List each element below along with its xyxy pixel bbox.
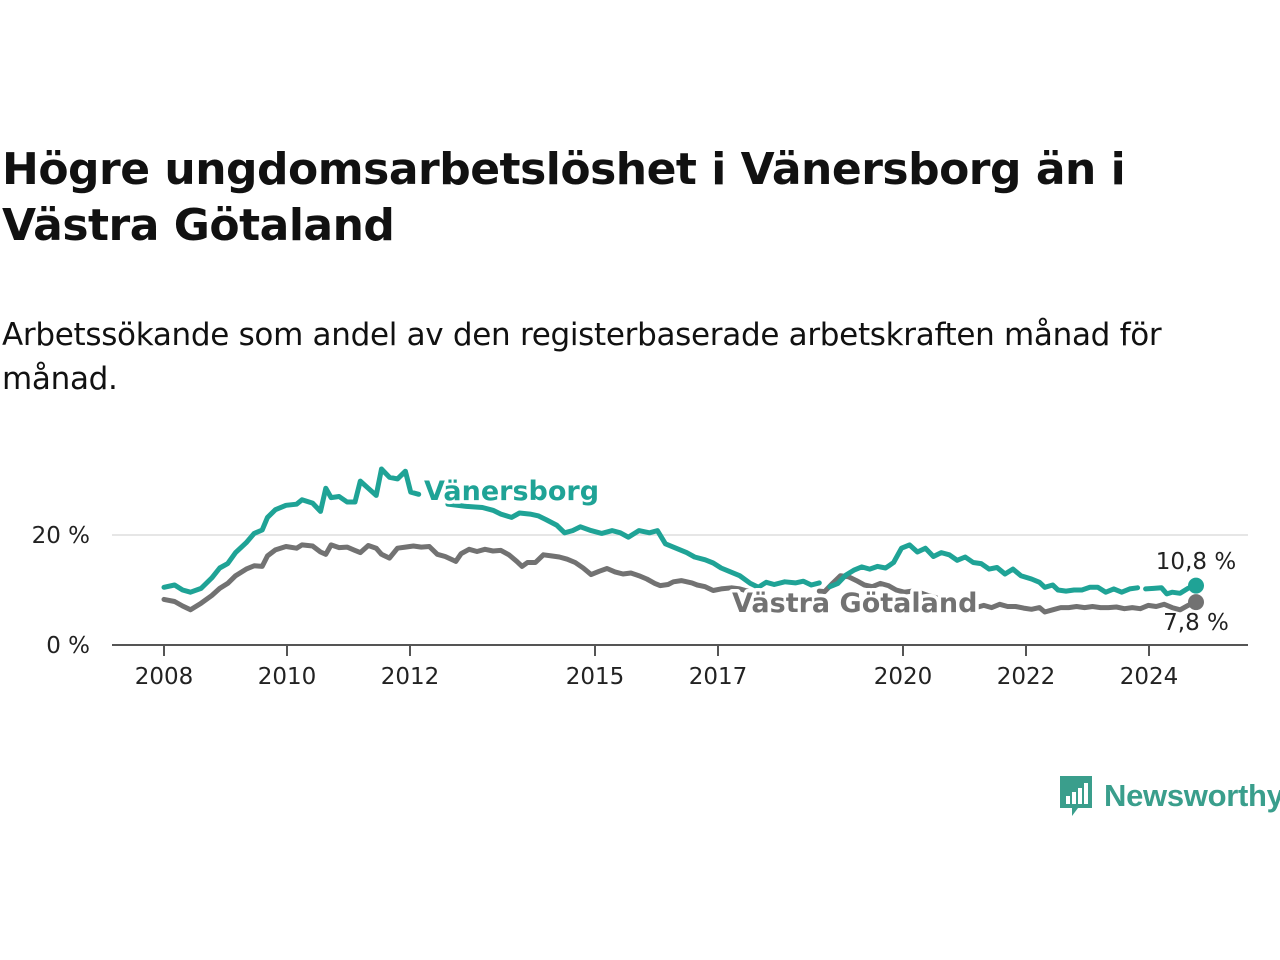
end-label-vanersborg: 10,8 % [1156, 549, 1236, 575]
x-tick-label: 2015 [566, 664, 625, 690]
x-tick-label: 2024 [1120, 664, 1179, 690]
y-tick-label: 20 % [32, 523, 90, 549]
series-label-vanersborg-halo: Vänersborg [424, 476, 599, 507]
series-line-vanersborg [827, 542, 1141, 595]
series-line-vastra-gotaland [161, 542, 756, 613]
x-tick-label: 2022 [997, 664, 1056, 690]
chart-subtitle: Arbetssökande som andel av den registerb… [2, 317, 1162, 397]
end-marker-vastra-gotaland [1188, 594, 1204, 611]
x-tick-label: 2017 [689, 664, 748, 690]
chart-title: Högre ungdomsarbetslöshet i Vänersborg ä… [2, 144, 1126, 251]
brand-name: Newsworthy [1104, 778, 1280, 813]
series-line-vanersborg [161, 466, 422, 595]
brand-logo-group: Newsworthy [1058, 772, 1280, 820]
end-label-vastra-gotaland: 7,8 % [1163, 610, 1229, 636]
newsworthy-logo-icon [1060, 776, 1092, 816]
x-tick-label: 2012 [381, 664, 440, 690]
x-tick-label: 2008 [135, 664, 194, 690]
end-marker-vanersborg [1188, 577, 1204, 594]
y-tick-label: 0 % [46, 633, 90, 659]
x-tick-label: 2020 [874, 664, 933, 690]
series-label-vastra-gotaland: Västra Götaland [732, 588, 977, 619]
x-tick-label: 2010 [258, 664, 317, 690]
series-label-vanersborg: Vänersborg [424, 476, 599, 507]
series-line-vanersborg [1143, 583, 1199, 597]
series-line-vanersborg [445, 501, 822, 590]
series-line-vastra-gotaland [816, 573, 1199, 615]
series-label-vastra-gotaland-halo: Västra Götaland [732, 588, 977, 619]
